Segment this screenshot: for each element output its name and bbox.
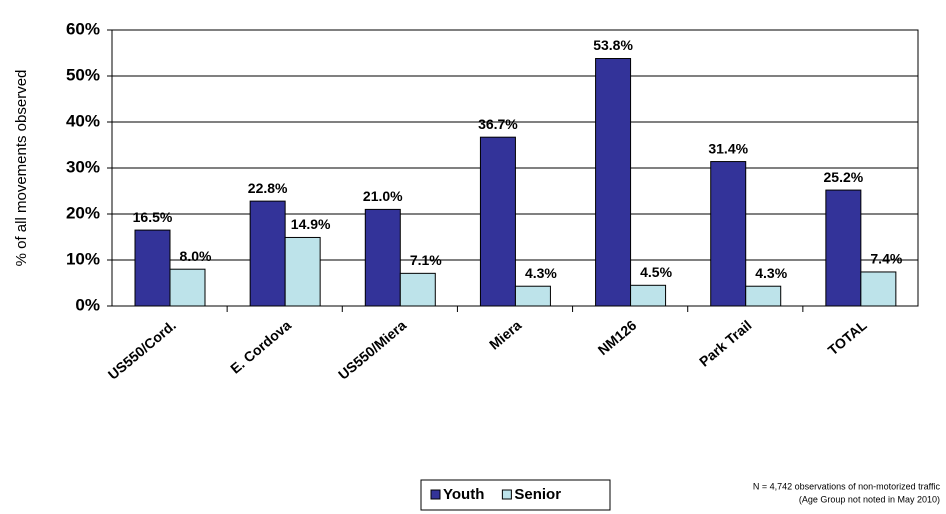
annotation: (Age Group not noted in May 2010): [799, 494, 940, 504]
data-label: 21.0%: [363, 188, 403, 204]
data-label: 4.3%: [525, 265, 557, 281]
y-tick-label: 60%: [66, 19, 100, 38]
legend-label: Youth: [443, 486, 484, 503]
data-label: 31.4%: [708, 140, 748, 156]
bar: [710, 161, 747, 307]
data-label: 36.7%: [478, 116, 518, 132]
y-tick-label: 50%: [66, 65, 100, 84]
data-label: 22.8%: [248, 180, 288, 196]
bar: [134, 229, 171, 307]
legend-swatch: [501, 489, 512, 500]
bar: [249, 200, 286, 307]
bar: [860, 271, 897, 307]
legend-box: [420, 479, 611, 511]
y-tick-label: 40%: [66, 111, 100, 130]
bar: [399, 272, 436, 307]
bar: [514, 285, 551, 307]
bar: [745, 285, 782, 307]
x-tick-label: E. Cordova: [227, 317, 294, 377]
bar: [825, 189, 862, 307]
data-label: 8.0%: [180, 248, 212, 264]
bar: [169, 268, 206, 307]
data-label: 16.5%: [133, 209, 173, 225]
x-tick-label: US550/Miera: [335, 317, 409, 383]
bar: [479, 136, 516, 307]
x-tick-label: Park Trail: [696, 317, 755, 370]
data-label: 25.2%: [824, 169, 864, 185]
legend-label: Senior: [514, 486, 561, 503]
data-label: 53.8%: [593, 37, 633, 53]
legend-swatch: [430, 489, 441, 500]
x-tick-label: TOTAL: [825, 317, 870, 359]
y-tick-label: 10%: [66, 249, 100, 268]
bar: [595, 58, 632, 307]
data-label: 14.9%: [291, 216, 331, 232]
x-tick-label: NM126: [595, 317, 640, 358]
bar: [630, 284, 667, 307]
annotation: N = 4,742 observations of non-motorized …: [753, 481, 941, 491]
y-tick-label: 30%: [66, 157, 100, 176]
y-tick-label: 0%: [75, 295, 100, 314]
bar: [364, 208, 401, 307]
data-label: 4.5%: [640, 264, 672, 280]
x-tick-label: US550/Cord.: [105, 317, 179, 383]
data-label: 4.3%: [755, 265, 787, 281]
bar: [284, 236, 321, 307]
y-axis-label: % of all movements observed: [13, 70, 30, 267]
data-label: 7.1%: [410, 252, 442, 268]
y-tick-label: 20%: [66, 203, 100, 222]
x-tick-label: Miera: [486, 317, 524, 353]
data-label: 7.4%: [870, 251, 902, 267]
